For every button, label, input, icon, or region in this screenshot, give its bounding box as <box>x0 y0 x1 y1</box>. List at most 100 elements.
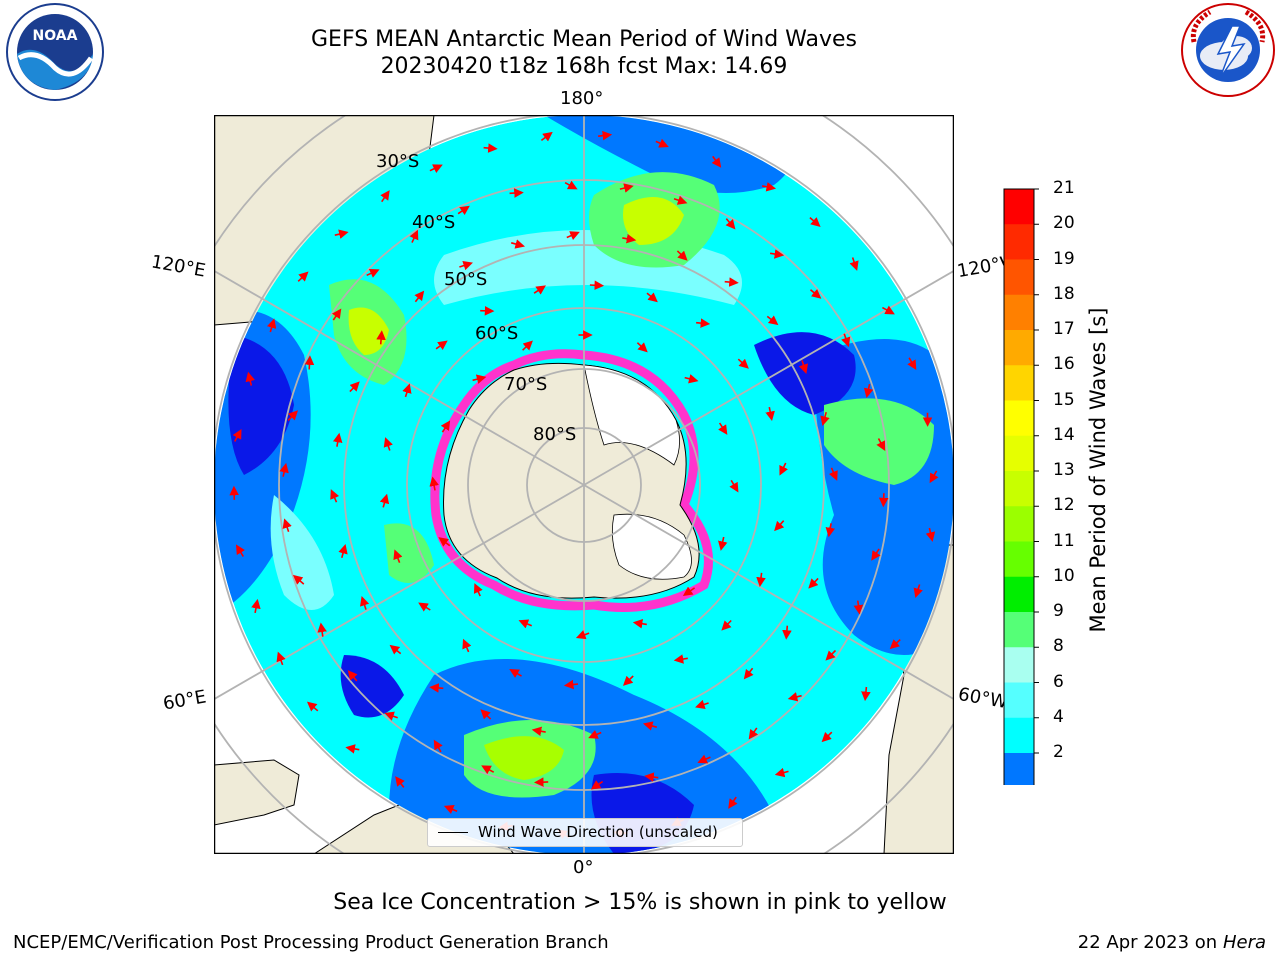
colorbar-tick-label: 11 <box>1053 530 1075 551</box>
footer-date: 22 Apr 2023 on Hera <box>1078 932 1266 953</box>
colorbar-segment <box>1004 612 1034 648</box>
wave-direction-arrow <box>841 333 851 348</box>
wave-direction-arrow <box>566 231 580 241</box>
wave-direction-arrow <box>349 381 360 393</box>
wave-direction-arrow <box>697 754 711 764</box>
wave-direction-arrow <box>853 600 864 615</box>
noaa-logo: NOAA <box>6 3 104 101</box>
colorbar-segment <box>1004 541 1034 578</box>
wave-direction-arrow <box>393 549 403 563</box>
wave-direction-arrow <box>245 371 255 386</box>
wave-direction-arrow <box>619 183 634 193</box>
wave-direction-arrow <box>282 518 292 533</box>
chart-subtitle: 20230420 t18z 168h fcst Max: 14.69 <box>380 54 788 79</box>
wave-direction-arrow <box>531 726 546 737</box>
lat-label-70s: 70°S <box>504 374 548 395</box>
wave-direction-arrow <box>684 374 699 384</box>
ice-shelf-ross <box>583 364 680 466</box>
nws-logo <box>1181 3 1275 97</box>
wave-direction-arrow <box>673 195 688 205</box>
africa-land <box>214 759 300 826</box>
sea-ice-note: Sea Ice Concentration > 15% is shown in … <box>333 890 947 915</box>
wave-direction-arrow <box>820 411 830 426</box>
wave-direction-arrow <box>534 777 549 787</box>
wave-direction-arrow <box>533 285 546 295</box>
wave-direction-arrow <box>334 229 349 239</box>
map-frame <box>214 115 954 854</box>
colorbar-tick-label: 4 <box>1053 706 1064 727</box>
wave-direction-arrow <box>737 358 749 369</box>
wave-direction-arrow <box>306 701 319 712</box>
wave-direction-arrow <box>598 130 613 141</box>
wave-direction-arrow <box>588 729 602 739</box>
wave-direction-arrow <box>644 772 659 782</box>
wave-direction-arrow <box>402 383 412 398</box>
wave-direction-arrow <box>251 598 261 614</box>
wave-direction-arrow <box>347 670 358 682</box>
wave-direction-arrow <box>748 727 759 740</box>
wave-direction-arrow <box>907 357 917 371</box>
wave-direction-arrow <box>761 182 777 192</box>
wave-peak-south <box>484 736 564 780</box>
wave-direction-arrow <box>440 420 451 433</box>
colorbar-tick-label: 10 <box>1053 565 1075 586</box>
wave-direction-arrow <box>429 683 444 693</box>
map-legend: Wind Wave Direction (unscaled) <box>427 818 743 847</box>
colorbar-title: Mean Period of Wind Waves [s] <box>1086 307 1110 633</box>
colorbar-segment <box>1004 259 1034 296</box>
wave-direction-arrow <box>878 493 889 508</box>
wave-direction-arrow <box>718 536 728 551</box>
wave-direction-arrow <box>929 470 939 484</box>
wave-direction-arrow <box>292 574 305 585</box>
lat-label-60s: 60°S <box>475 323 519 344</box>
lat-label-30s: 30°S <box>376 151 420 172</box>
wave-direction-arrow <box>235 544 246 557</box>
wave-high-small <box>384 523 434 583</box>
wave-peak-north <box>623 197 684 245</box>
wave-direction-arrow <box>913 584 923 599</box>
colorbar-segment <box>1004 189 1034 225</box>
wave-direction-arrow <box>721 619 732 631</box>
wave-direction-arrow <box>646 292 658 303</box>
wave-direction-arrow <box>590 780 604 790</box>
wave-direction-arrow <box>636 342 648 353</box>
lon-label-120e: 120°E <box>149 251 208 282</box>
colorbar-tick-label: 13 <box>1053 460 1075 480</box>
lon-label-180: 180° <box>560 88 604 109</box>
wave-direction-arrow <box>433 739 443 753</box>
colorbar-segment <box>1004 471 1034 507</box>
wave-direction-arrow <box>409 229 419 243</box>
wave-direction-arrow <box>279 462 289 477</box>
wave-direction-arrow <box>429 164 443 174</box>
wave-direction-arrow <box>338 544 348 559</box>
wave-direction-arrow <box>287 410 299 421</box>
wave-direction-arrow <box>564 180 578 190</box>
colorbar-tick-label: 14 <box>1053 424 1075 445</box>
wave-direction-arrow <box>632 618 647 629</box>
wave-direction-arrow <box>673 654 688 664</box>
wave-direction-arrow <box>871 548 881 561</box>
footer-host: Hera <box>1222 932 1266 953</box>
colorbar-segment <box>1004 400 1034 437</box>
sea-ice-edge <box>430 349 713 612</box>
wave-direction-arrow <box>380 190 390 203</box>
noaa-logo-text: NOAA <box>33 28 78 44</box>
wave-direction-arrow <box>876 438 886 452</box>
ocean-very-low-1 <box>228 335 294 475</box>
polar-map <box>214 115 954 854</box>
wave-direction-arrow <box>379 493 390 508</box>
wave-direction-arrow <box>769 249 785 259</box>
wave-peak-west <box>348 307 389 355</box>
colorbar-tick-label: 17 <box>1053 319 1075 339</box>
chart-title: GEFS MEAN Antarctic Mean Period of Wind … <box>311 27 857 52</box>
colorbar-segment <box>1004 647 1034 683</box>
wave-direction-arrow <box>725 218 736 230</box>
wave-direction-arrow <box>360 596 370 610</box>
wave-direction-arrow <box>808 577 819 589</box>
colorbar-tick-label: 2 <box>1053 742 1064 762</box>
wave-direction-arrow <box>518 619 533 629</box>
footer-date-text: 22 Apr 2023 on <box>1077 932 1223 953</box>
wave-direction-arrow <box>384 711 398 721</box>
wave-direction-arrow <box>366 269 380 278</box>
wave-direction-arrow <box>509 188 524 198</box>
